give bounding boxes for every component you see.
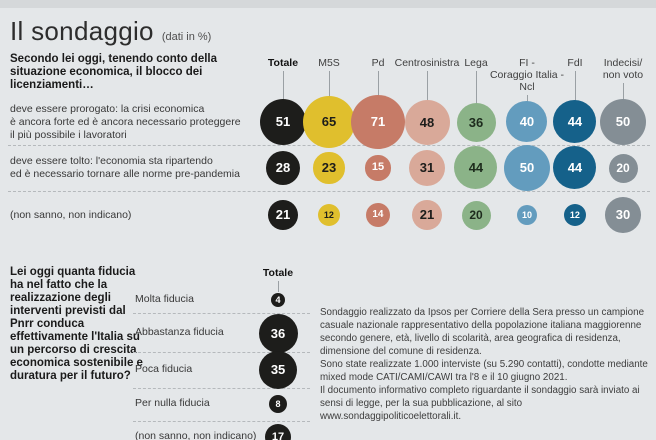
header: Il sondaggio (dati in %) bbox=[10, 16, 211, 47]
top-band bbox=[0, 0, 656, 8]
value-bubble: 20 bbox=[608, 153, 638, 183]
answer-row-label: Per nulla fiducia bbox=[135, 397, 210, 409]
value-bubble: 35 bbox=[258, 350, 298, 390]
answer-row-label: Abbastanza fiducia bbox=[135, 326, 224, 338]
value-bubble: 21 bbox=[268, 200, 298, 230]
units-note: (dati in %) bbox=[161, 31, 212, 43]
page-title: Il sondaggio bbox=[10, 16, 154, 46]
value-bubble: 14 bbox=[365, 202, 391, 228]
value-bubble: 50 bbox=[600, 99, 646, 145]
answer-row-label: Molta fiducia bbox=[135, 293, 194, 305]
column-header: FdI bbox=[567, 57, 583, 69]
value-bubble: 40 bbox=[506, 101, 548, 143]
question-blocco-licenziamenti: Secondo lei oggi, tenendo conto della si… bbox=[10, 53, 218, 91]
header-connector-line bbox=[575, 71, 576, 122]
column-header: Indecisi/ non voto bbox=[602, 57, 644, 81]
value-bubble: 23 bbox=[313, 152, 345, 184]
header-connector-line bbox=[283, 71, 284, 122]
column-header: FI - Coraggio Italia - Ncl bbox=[489, 57, 565, 93]
value-bubble: 12 bbox=[563, 203, 587, 227]
header-connector-line bbox=[278, 281, 279, 292]
value-bubble: 44 bbox=[553, 146, 597, 190]
answer-row-label: (non sanno, non indicano) bbox=[135, 430, 257, 440]
value-bubble: 36 bbox=[258, 313, 298, 353]
methodology-paragraph: Sono state realizzate 1.000 interviste (… bbox=[320, 359, 648, 383]
value-bubble: 28 bbox=[265, 150, 301, 186]
header-connector-line bbox=[427, 71, 428, 122]
value-bubble: 36 bbox=[456, 102, 496, 142]
value-bubble: 44 bbox=[454, 146, 498, 190]
value-bubble: 12 bbox=[317, 203, 341, 227]
answer-row-label: Poca fiducia bbox=[135, 363, 193, 375]
value-bubble: 65 bbox=[302, 95, 356, 149]
value-bubble: 15 bbox=[365, 155, 391, 181]
value-bubble: 71 bbox=[350, 94, 406, 150]
value-bubble: 30 bbox=[605, 197, 641, 233]
methodology-note: Sondaggio realizzato da Ipsos per Corrie… bbox=[320, 306, 650, 423]
methodology-paragraph: Sondaggio realizzato da Ipsos per Corrie… bbox=[320, 307, 645, 357]
value-bubble: 50 bbox=[504, 145, 550, 191]
answer-row-label: (non sanno, non indicano) bbox=[10, 208, 132, 221]
column-header: Centrosinistra bbox=[394, 57, 460, 69]
row-divider bbox=[133, 313, 310, 314]
header-connector-line bbox=[476, 71, 477, 122]
value-bubble: 20 bbox=[461, 200, 491, 230]
row-divider bbox=[8, 191, 650, 192]
column-header: Totale bbox=[267, 57, 299, 69]
value-bubble: 21 bbox=[412, 200, 442, 230]
column-header: M5S bbox=[318, 57, 340, 69]
value-bubble: 8 bbox=[268, 394, 288, 414]
column-header: Pd bbox=[371, 57, 385, 69]
value-bubble: 31 bbox=[408, 149, 446, 187]
methodology-paragraph: Il documento informativo completo riguar… bbox=[320, 385, 640, 422]
answer-row-label: deve essere prorogato: la crisi economic… bbox=[10, 102, 241, 141]
value-bubble: 17 bbox=[264, 423, 292, 440]
row-divider bbox=[133, 352, 310, 353]
answer-row-label: deve essere tolto: l'economia sta ripart… bbox=[10, 155, 240, 180]
value-bubble: 10 bbox=[516, 204, 538, 226]
value-bubble: 4 bbox=[271, 293, 285, 307]
value-bubble: 51 bbox=[259, 98, 307, 146]
row-divider bbox=[133, 421, 310, 422]
value-bubble: 48 bbox=[404, 99, 450, 145]
question-fiducia-pnrr: Lei oggi quanta fiducia ha nel fatto che… bbox=[10, 266, 143, 382]
value-bubble: 44 bbox=[553, 100, 597, 144]
column-header: Lega bbox=[464, 57, 488, 69]
column-header: Totale bbox=[262, 267, 294, 279]
row-divider bbox=[133, 388, 310, 389]
